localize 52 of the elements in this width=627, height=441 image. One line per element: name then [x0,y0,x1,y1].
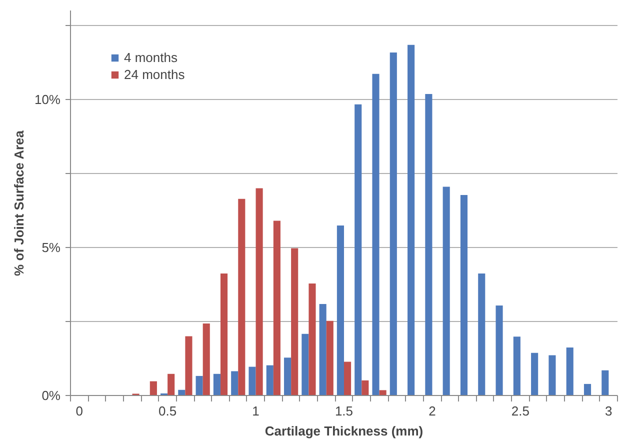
x-tick-label: 0 [76,404,83,418]
bar [266,365,274,396]
bar [442,186,450,396]
legend-label: 4 months [124,50,178,65]
bar [308,284,316,396]
bar [302,334,309,396]
bar [390,52,397,396]
x-tick-label: 0.5 [158,404,177,418]
bar [202,324,210,396]
bar [150,381,157,396]
x-tick-label: 2.5 [511,404,530,418]
y-axis-title: % of Joint Surface Area [11,130,26,276]
bar [372,74,380,396]
bar [196,376,203,396]
bar [256,188,263,396]
bar [336,226,344,396]
bar [425,94,432,396]
bar [478,273,486,396]
bar [566,348,574,396]
bar [273,220,280,396]
bar [213,374,220,396]
bar [248,366,256,396]
bar [408,44,415,396]
bar [238,198,246,396]
bar [460,195,468,396]
legend-label: 24 months [124,67,185,82]
x-tick-label: 2 [428,404,436,418]
bar [602,370,609,396]
bar [231,371,238,396]
bar [220,273,228,396]
bar [168,374,175,396]
bar [379,390,386,396]
bar [326,320,334,396]
bar [362,380,369,396]
bar [513,336,520,396]
bar [496,305,503,396]
y-tick-label: 10% [34,92,61,107]
x-tick-label: 1.5 [334,404,354,418]
y-tick-label: 5% [42,240,61,255]
x-axis-title: Cartilage Thickness (mm) [264,424,424,438]
x-tick-label: 1 [252,404,260,418]
x-tick-label: 3 [605,404,612,418]
bar [319,304,326,396]
bar [584,384,592,396]
bar [548,355,556,396]
bar [185,336,192,396]
y-tick-label: 0% [42,388,61,403]
bar [354,104,362,396]
bar [284,358,292,396]
bar [291,248,298,396]
bar [531,352,538,396]
bar [344,362,352,396]
